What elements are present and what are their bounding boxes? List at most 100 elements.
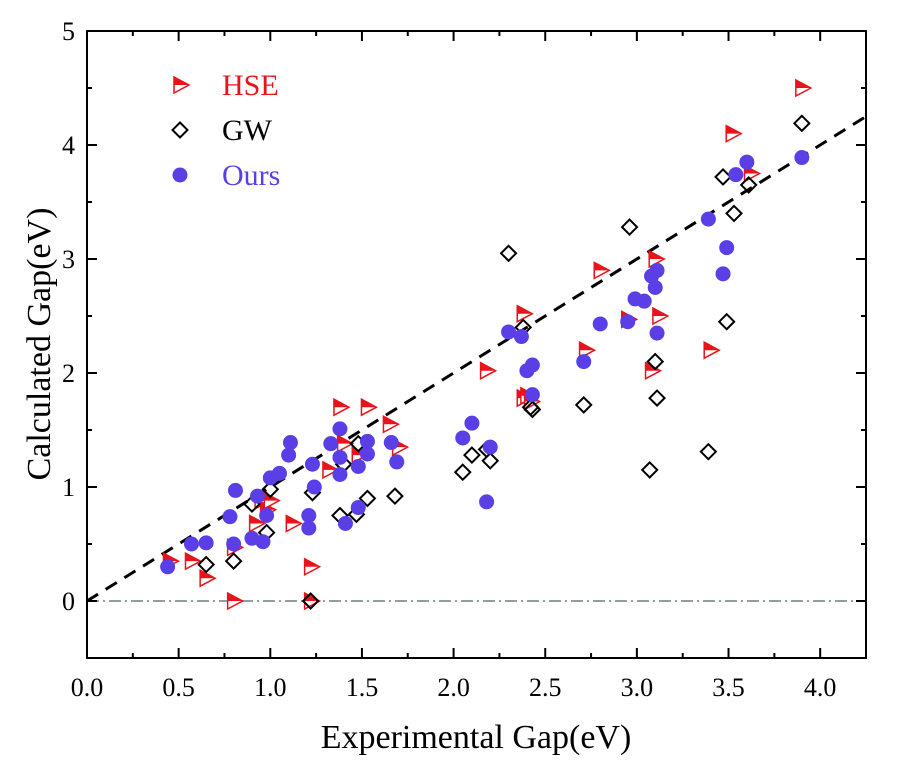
ours-point: [332, 421, 348, 437]
y-axis-title: Calculated Gap(eV): [21, 208, 58, 481]
gw-point: [640, 460, 659, 479]
ours-point: [350, 458, 366, 474]
hse-point: [199, 568, 217, 588]
gw-point: [714, 168, 732, 186]
hse-point: [703, 340, 721, 360]
gw-point: [574, 396, 593, 414]
gw-point: [301, 592, 320, 610]
hse-point: [285, 514, 303, 533]
gw-point: [358, 489, 377, 508]
hse-point: [184, 551, 203, 571]
ours-point: [222, 509, 238, 525]
ours-point: [350, 500, 366, 516]
ours-point: [160, 559, 176, 575]
hse-point: [303, 557, 322, 577]
x-tick-label: 0.5: [162, 673, 195, 702]
gw-point: [224, 552, 243, 571]
y-tick-label: 2: [62, 359, 75, 388]
ours-point: [304, 456, 320, 472]
ours-point: [455, 430, 471, 446]
hse-point: [652, 306, 670, 326]
ours-point: [715, 266, 731, 282]
ours-point: [301, 508, 317, 523]
hse-point: [248, 514, 267, 533]
ours-point: [649, 325, 665, 341]
axis-ticks: [86, 30, 866, 659]
ours-point: [482, 439, 498, 455]
gw-point: [523, 400, 542, 419]
gw-point: [739, 175, 758, 194]
hse-point: [516, 304, 534, 323]
x-tick-label: 3.0: [621, 673, 654, 702]
ours-point: [301, 520, 317, 536]
gw-point: [481, 451, 500, 470]
gw-point: [699, 442, 718, 461]
ours-point: [271, 465, 287, 481]
gw-point: [648, 389, 666, 407]
ours-point: [524, 357, 540, 373]
ours-point: [479, 494, 495, 510]
gw-point: [646, 352, 665, 371]
ours-point: [323, 436, 339, 452]
hse-point: [593, 261, 611, 280]
legend-label-ours: Ours: [222, 159, 280, 192]
ours-point: [501, 324, 517, 340]
ours-point: [728, 167, 744, 183]
x-tick-label: 2.5: [529, 673, 562, 702]
ours-point: [383, 435, 399, 451]
y-tick-label: 4: [62, 131, 75, 160]
ours-point: [700, 211, 716, 227]
gw-point: [499, 244, 518, 263]
ours-point: [259, 508, 275, 523]
ours-point: [620, 314, 636, 330]
ours-point: [592, 316, 608, 332]
ours-point: [249, 488, 265, 504]
x-axis-title: Experimental Gap(eV): [321, 719, 632, 756]
legend-label-hse: HSE: [222, 69, 279, 102]
ours-point: [183, 536, 199, 552]
ours-point: [389, 454, 405, 470]
y-tick-label: 0: [62, 587, 75, 616]
gw-point: [261, 480, 280, 499]
gw-point: [463, 446, 481, 464]
legend: HSE GW Ours: [171, 69, 280, 192]
ours-point: [198, 535, 214, 551]
ours-point: [794, 150, 810, 166]
ours-point: [306, 479, 322, 495]
y-tick-label: 5: [62, 17, 75, 46]
ours-point: [739, 154, 755, 170]
gw-point: [717, 312, 736, 331]
ours-point: [649, 262, 665, 278]
hse-point: [795, 78, 813, 98]
data-markers: [160, 78, 813, 611]
hse-point: [226, 591, 245, 611]
gw-point: [386, 487, 404, 506]
gw-point: [197, 555, 216, 574]
ours-point: [719, 240, 735, 256]
ours-point: [524, 387, 540, 403]
y-tick-label: 3: [62, 245, 75, 274]
x-tick-label: 0.0: [71, 673, 104, 702]
gw-point: [725, 204, 743, 223]
x-tick-label: 3.5: [712, 673, 745, 702]
hse-point: [479, 361, 498, 380]
hse-point: [360, 397, 379, 417]
ours-point: [282, 435, 298, 451]
axis-tick-labels: 0.0 0.5 1.0 1.5 2.0 2.5 3.0 3.5 4.0 0 1 2 3 4 5: [62, 17, 836, 702]
ours-point: [226, 536, 242, 552]
ours-point: [647, 280, 663, 295]
hse-point: [725, 124, 743, 143]
ours-point: [332, 449, 348, 465]
y-tick-label: 1: [62, 473, 75, 502]
x-tick-label: 4.0: [804, 673, 837, 702]
ours-point: [359, 433, 375, 449]
ours-point: [636, 293, 652, 309]
legend-symbol-hse: [173, 75, 191, 95]
hse-point: [333, 397, 351, 417]
legend-symbol-gw: [171, 121, 189, 139]
diagonal-reference-line: [86, 115, 867, 603]
ours-point: [255, 534, 271, 550]
ours-point: [281, 447, 297, 463]
x-tick-label: 1.0: [254, 673, 287, 702]
